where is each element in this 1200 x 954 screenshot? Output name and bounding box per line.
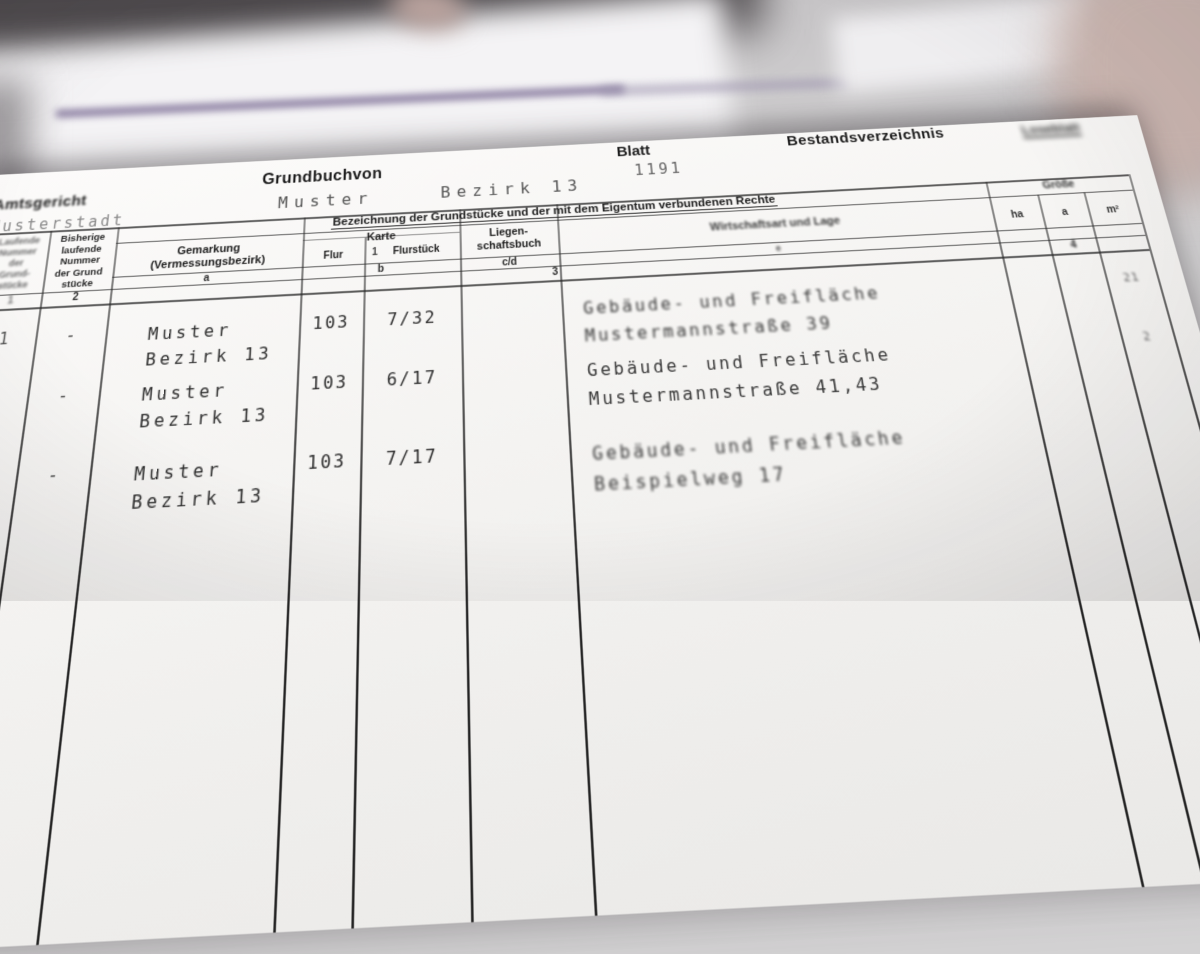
row3-groesse: [1139, 405, 1192, 408]
column-number-2: 2: [71, 291, 80, 304]
row3-gemarkung: Muster Bezirk 13: [130, 458, 266, 514]
grundbuch-von-value-right: Bezirk 13: [440, 176, 584, 202]
background-paper-top-right: [831, 0, 1099, 94]
row1-flur: 103: [312, 311, 350, 334]
column-header-liegenschaftsbuch: Liegen- schaftsbuch: [476, 225, 542, 253]
row2-flur: 103: [309, 371, 349, 395]
grundbuch-von-label: Grundbuchvon: [261, 165, 383, 189]
row3-flurstueck: 7/17: [385, 444, 438, 470]
pen-blur: [55, 85, 625, 118]
column-number-4: 4: [1069, 239, 1078, 251]
court-label: Amtsgericht: [0, 192, 88, 214]
bestandsverzeichnis-title: Bestandsverzeichnis: [785, 125, 946, 150]
grundbuch-form: Amtsgericht Musterstadt Grundbuchvon Mus…: [0, 115, 1200, 954]
blatt-value: 1191: [633, 159, 684, 179]
column-line-flur-flurstueck: [351, 237, 367, 929]
row2-flurstueck: 6/17: [386, 366, 438, 391]
unit-a: a: [1060, 206, 1070, 218]
column-header-bisherige-nummer: Bisherige laufende Nummer der Grund stüc…: [54, 231, 106, 291]
row1-previous-number: -: [64, 325, 77, 346]
unit-m2: m²: [1105, 204, 1121, 216]
pen-blur-right: [599, 79, 851, 95]
row2-number: 2: [0, 389, 4, 410]
row1-flurstueck: 7/32: [387, 306, 437, 330]
row3-previous-number: -: [46, 464, 60, 487]
finger-blur: [387, 0, 469, 36]
column-line-groesse: [1083, 192, 1200, 881]
column-header-flurstueck: Flurstück: [392, 243, 440, 258]
column-header-flur: Flur: [323, 249, 344, 262]
row1-groesse: 21: [1121, 270, 1142, 285]
row2-gemarkung: Muster Bezirk 13: [138, 379, 270, 433]
column-number-1: 1: [6, 295, 15, 307]
unit-ha: ha: [1009, 209, 1025, 221]
row3-flur: 103: [306, 449, 347, 474]
row2-previous-number: -: [56, 385, 70, 407]
row2-groesse: 2: [1141, 329, 1154, 344]
grundbuch-von-value-left: Muster: [277, 188, 374, 213]
column-line: [459, 209, 474, 923]
row3-wirtschaftsart: Gebäude- und Freifläche Beispielweg 17: [591, 426, 907, 496]
row1-number: 1: [0, 329, 12, 349]
grundbuch-document: Amtsgericht Musterstadt Grundbuchvon Mus…: [0, 115, 1200, 954]
blurred-underlined-note: Loseblatt: [1019, 120, 1082, 139]
blatt-label: Blatt: [616, 142, 651, 161]
row1-gemarkung: Muster Bezirk 13: [144, 319, 274, 370]
background-dark-edge: [0, 0, 762, 60]
